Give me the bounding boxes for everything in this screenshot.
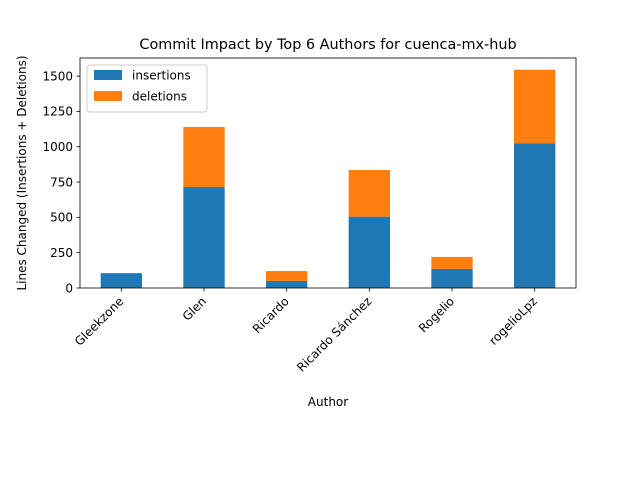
y-tick-label: 500 [50, 211, 73, 225]
plot-frame [79, 57, 577, 289]
y-tick-label: 1000 [42, 140, 73, 154]
bar-insertions-5 [514, 143, 556, 288]
y-axis: 0 250 500 750 1000 1250 1500 [42, 69, 80, 295]
y-tick-label: 0 [65, 281, 73, 295]
bar-deletions-2 [266, 271, 308, 281]
y-axis-label: Lines Changed (Insertions + Deletions) [15, 55, 29, 290]
bar-insertions-2 [266, 280, 308, 288]
bar-insertions-0 [100, 273, 142, 288]
chart-title: Commit Impact by Top 6 Authors for cuenc… [139, 37, 516, 53]
y-tick-label: 1250 [42, 105, 73, 119]
y-tick-label: 750 [50, 175, 73, 189]
legend: insertions deletions [86, 64, 208, 113]
y-tick-label: 250 [50, 246, 73, 260]
legend-swatch-deletions [94, 91, 122, 101]
legend-label-insertions: insertions [132, 69, 191, 83]
bar-insertions-3 [348, 216, 390, 288]
bar-insertions-4 [431, 268, 473, 288]
legend-swatch-insertions [94, 70, 122, 80]
x-axis-label: Author [308, 395, 348, 409]
legend-label-deletions: deletions [132, 90, 187, 104]
y-tick-label: 1500 [42, 69, 73, 83]
bar-deletions-4 [431, 256, 473, 269]
bar-deletions-1 [183, 126, 225, 187]
bar-deletions-5 [514, 69, 556, 144]
bar-insertions-1 [183, 186, 225, 288]
bars-layer [100, 69, 556, 288]
bar-deletions-3 [348, 170, 390, 217]
